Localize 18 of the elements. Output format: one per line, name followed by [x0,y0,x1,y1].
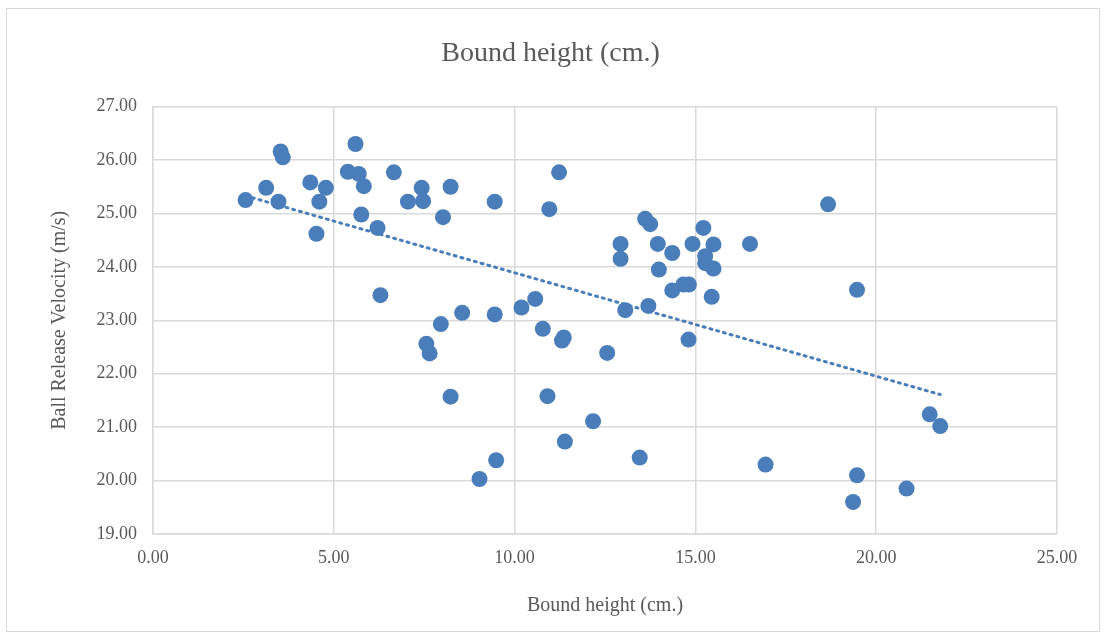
y-tick-label: 24.00 [96,255,137,276]
y-tick-label: 20.00 [96,469,137,490]
y-tick-label: 26.00 [96,148,137,169]
x-tick-label: 10.00 [494,546,535,567]
y-tick-label: 27.00 [96,95,137,116]
x-tick-label: 20.00 [855,546,897,567]
chart-title: Bound height (cm.) [441,36,660,68]
x-tick-label: 25.00 [1036,546,1078,567]
x-tick-label: 5.00 [318,546,350,567]
y-tick-label: 21.00 [96,415,137,436]
x-tick-label: 0.00 [137,546,169,567]
y-tick-label: 22.00 [96,362,137,383]
y-tick-label: 25.00 [96,202,137,223]
x-tick-label: 15.00 [675,546,716,567]
y-tick-label: 19.00 [96,522,137,543]
y-axis-title: Ball Release Velocity (m/s) [47,210,71,430]
x-axis-title: Bound height (cm.) [526,593,684,617]
y-tick-label: 23.00 [96,309,137,330]
